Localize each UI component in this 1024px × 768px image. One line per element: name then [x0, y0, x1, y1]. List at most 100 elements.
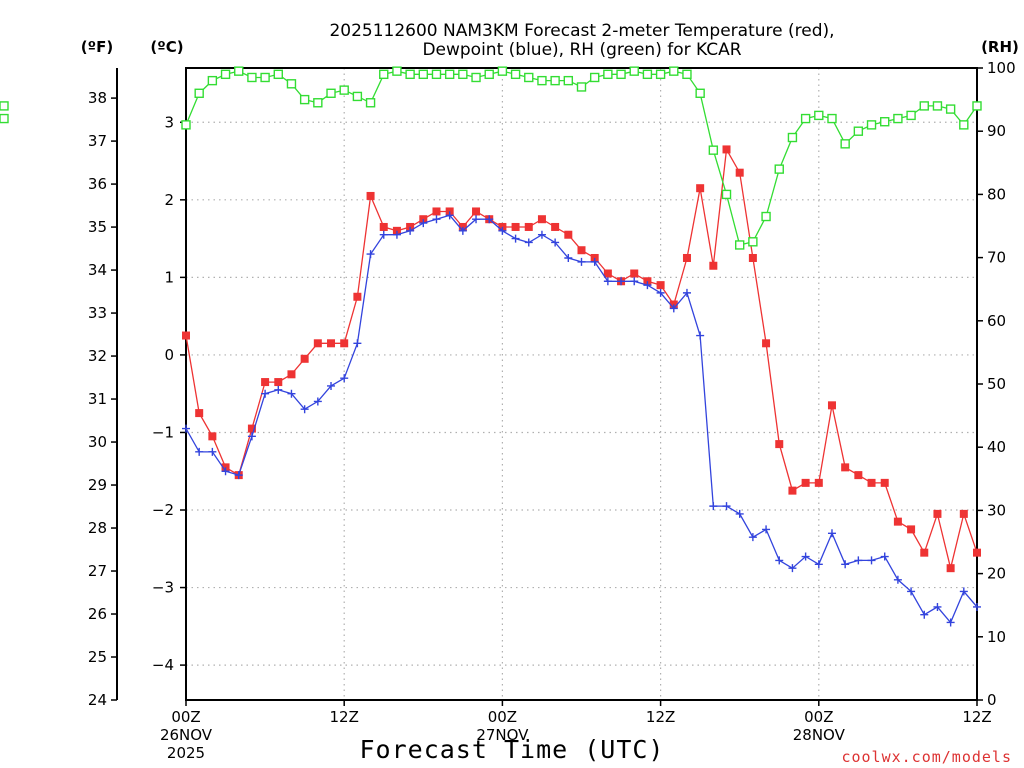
dewpoint-point	[498, 226, 507, 235]
dewpoint-point	[973, 602, 981, 611]
celsius-tick-label: −1	[152, 423, 174, 441]
x-year-label: 2025	[167, 744, 205, 762]
rh-point	[708, 145, 719, 155]
rh-point	[748, 237, 758, 247]
dewpoint-series	[182, 211, 981, 627]
celsius-tick-label: 1	[164, 268, 174, 286]
rh-tick-label: 20	[987, 565, 1006, 583]
rh-point	[181, 120, 191, 130]
2-meter-temperature-point	[603, 269, 612, 278]
rh-point	[405, 69, 415, 80]
2-meter-temperature-point	[327, 339, 336, 348]
dewpoint-point	[537, 230, 546, 239]
dewpoint-point	[762, 525, 771, 534]
2-meter-temperature-point	[788, 486, 797, 495]
dewpoint-point	[287, 389, 296, 398]
rh-point	[458, 69, 468, 80]
rh-point	[629, 66, 639, 76]
rh-point	[444, 69, 455, 80]
dewpoint-point	[472, 215, 481, 224]
2-meter-temperature-point	[907, 525, 916, 534]
2-meter-temperature-point	[577, 246, 586, 255]
dewpoint-point	[208, 447, 217, 456]
rh-point	[616, 69, 626, 80]
rh-point	[286, 79, 297, 89]
dewpoint-point	[893, 575, 902, 584]
dewpoint-point	[643, 281, 652, 290]
rh-point	[774, 164, 784, 174]
dewpoint-point	[854, 556, 863, 565]
dewpoint-point	[814, 560, 823, 569]
dewpoint-point	[182, 424, 190, 433]
dewpoint-point	[617, 277, 626, 286]
2-meter-temperature-point	[748, 253, 757, 262]
dewpoint-point	[841, 560, 850, 569]
dewpoint-point	[867, 556, 876, 565]
2-meter-temperature-point	[827, 401, 836, 410]
dewpoint-point	[406, 226, 415, 235]
dewpoint-point	[353, 339, 362, 348]
rh-point	[814, 110, 824, 121]
rh-point	[0, 101, 9, 111]
dewpoint-point	[696, 331, 705, 340]
rh-point	[655, 69, 666, 80]
rh-point	[497, 66, 508, 76]
dewpoint-point	[274, 385, 283, 394]
dewpoint-point	[630, 277, 639, 286]
rh-point	[866, 120, 877, 130]
dewpoint-point	[340, 374, 349, 383]
rh-point	[972, 101, 982, 111]
x-tick-label: 12Z	[646, 708, 675, 726]
fahrenheit-tick-label: 29	[88, 476, 107, 494]
2-meter-temperature-point	[630, 269, 639, 278]
fahrenheit-tick-label: 32	[88, 347, 107, 365]
rh-tick-label: 70	[987, 249, 1006, 267]
dewpoint-point	[511, 234, 520, 243]
fahrenheit-tick-label: 37	[88, 132, 107, 150]
dewpoint-point	[709, 502, 718, 511]
dewpoint-point	[959, 587, 968, 596]
rh-point	[893, 113, 903, 124]
fahrenheit-tick-label: 27	[88, 562, 107, 580]
rh-tick-label: 80	[987, 185, 1006, 203]
rh-point	[880, 117, 890, 127]
rh-point	[576, 82, 587, 92]
2-meter-temperature-point	[814, 478, 823, 487]
rh-tick-label: 100	[987, 59, 1016, 77]
dewpoint-point	[801, 552, 810, 561]
rh-tick-label: 0	[987, 691, 997, 709]
dewpoint-point	[564, 253, 573, 262]
2-meter-temperature-point	[366, 191, 375, 200]
rh-point	[471, 72, 481, 83]
rh-point	[260, 72, 270, 83]
2-meter-temperature-point	[300, 354, 309, 363]
rh-tick-label: 60	[987, 312, 1006, 330]
2-meter-temperature-point	[274, 378, 283, 387]
rh-point	[234, 66, 244, 76]
2-meter-temperature-point	[959, 509, 968, 518]
2-meter-temperature-point	[340, 339, 349, 348]
rh-point	[735, 240, 745, 250]
rh-point	[550, 75, 560, 86]
rh-point	[194, 88, 204, 98]
x-tick-label: 00Z	[171, 708, 200, 726]
rh-point	[352, 91, 363, 102]
x-tick-label: 00Z	[804, 708, 833, 726]
dewpoint-point	[669, 304, 678, 313]
dewpoint-point	[234, 471, 243, 480]
rh-point	[299, 94, 310, 105]
dewpoint-point	[445, 211, 454, 220]
fahrenheit-tick-label: 24	[88, 691, 107, 709]
rh-point	[840, 139, 850, 149]
x-date-label: 27NOV	[476, 726, 529, 744]
rh-point	[959, 120, 969, 130]
rh-unit-label: (RH)	[981, 38, 1019, 56]
fahrenheit-tick-label: 25	[88, 648, 107, 666]
2-meter-temperature-point	[762, 339, 771, 348]
dewpoint-point	[392, 230, 401, 239]
rh-point	[313, 98, 323, 108]
2-meter-temperature-point	[775, 440, 784, 449]
rh-point	[247, 72, 257, 83]
2-meter-temperature-point	[379, 222, 388, 231]
